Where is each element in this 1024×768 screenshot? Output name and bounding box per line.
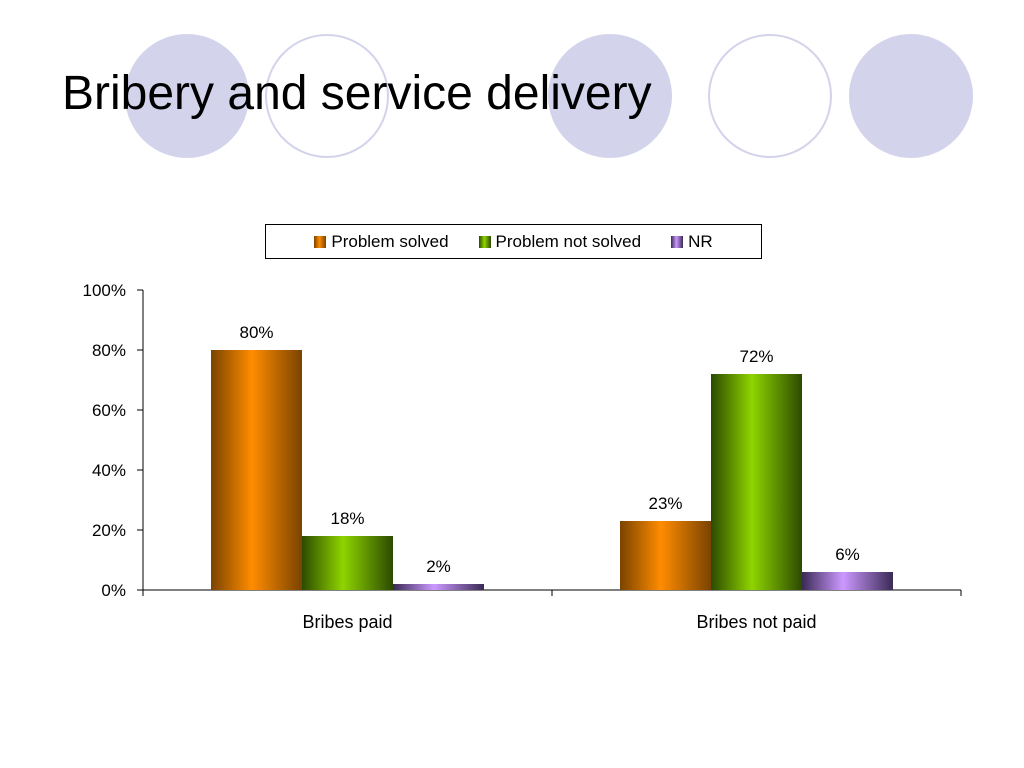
data-label: 72%	[739, 347, 773, 366]
bar	[302, 536, 393, 590]
legend-swatch-problem-solved	[314, 235, 327, 248]
decorative-circle	[708, 34, 832, 158]
legend-label-nr: NR	[688, 231, 713, 251]
y-tick-label: 20%	[92, 521, 126, 540]
legend-swatch-nr	[671, 235, 684, 248]
chart-legend: Problem solved Problem not solved NR	[265, 224, 762, 259]
y-tick-label: 60%	[92, 401, 126, 420]
y-tick-label: 0%	[101, 581, 126, 600]
legend-swatch-problem-not-solved	[478, 235, 491, 248]
legend-item-nr: NR	[671, 232, 713, 252]
slide-title: Bribery and service delivery	[62, 67, 652, 120]
decorative-circle	[265, 34, 389, 158]
x-category-label: Bribes not paid	[696, 612, 816, 632]
legend-label-problem-solved: Problem solved	[331, 231, 449, 251]
decorative-circle	[548, 34, 672, 158]
legend-item-problem-solved: Problem solved	[314, 231, 449, 252]
x-category-label: Bribes paid	[302, 612, 392, 632]
y-tick-label: 80%	[92, 341, 126, 360]
y-tick-label: 40%	[92, 461, 126, 480]
legend-label-problem-not-solved: Problem not solved	[495, 231, 642, 251]
decorative-circle	[125, 34, 249, 158]
bar	[393, 584, 484, 590]
bar	[211, 350, 302, 590]
legend-item-problem-not-solved: Problem not solved	[478, 231, 642, 252]
data-label: 6%	[835, 545, 860, 564]
bar	[711, 374, 802, 590]
data-label: 80%	[239, 323, 273, 342]
data-label: 2%	[426, 557, 451, 576]
decorative-circle	[849, 34, 973, 158]
decorative-circles	[125, 34, 973, 158]
bar	[620, 521, 711, 590]
bar	[802, 572, 893, 590]
data-label: 23%	[648, 494, 682, 513]
data-label: 18%	[330, 509, 364, 528]
y-tick-label: 100%	[83, 281, 126, 300]
